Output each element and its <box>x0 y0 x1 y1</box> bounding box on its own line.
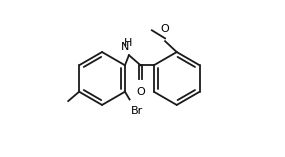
Text: O: O <box>161 24 170 34</box>
Text: O: O <box>136 87 145 97</box>
Text: Br: Br <box>131 106 143 116</box>
Text: N: N <box>121 42 129 52</box>
Text: H: H <box>124 38 132 48</box>
